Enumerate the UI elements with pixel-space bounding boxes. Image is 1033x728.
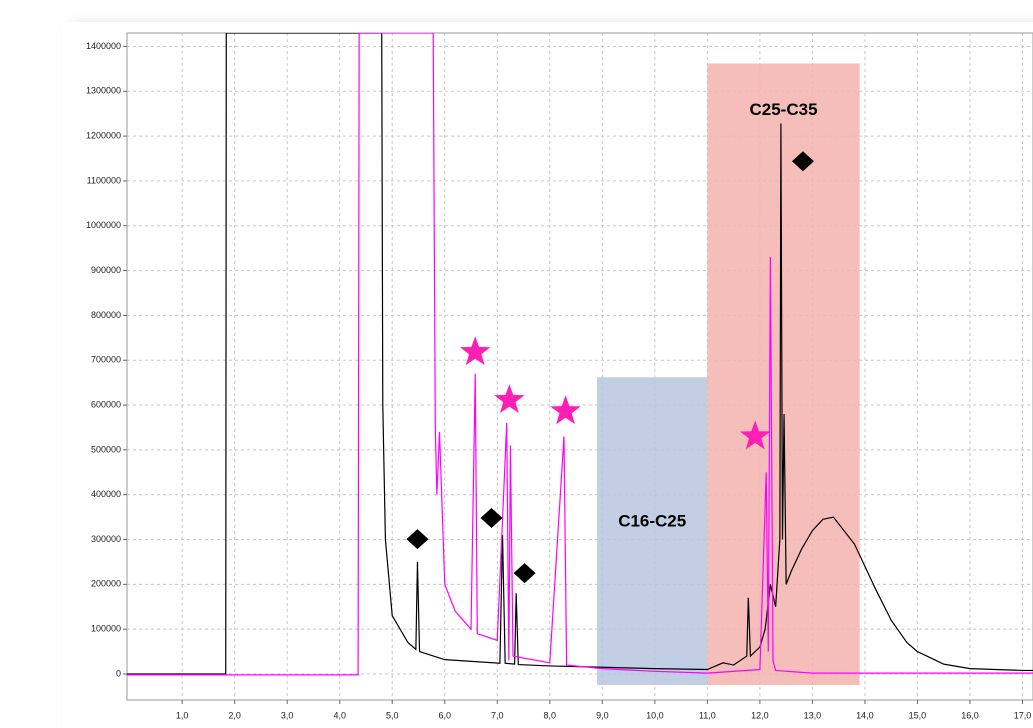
y-tick-label: 600000: [91, 399, 121, 409]
y-tick-label: 1200000: [86, 130, 121, 140]
region: [597, 377, 708, 685]
y-tick-label: 0: [116, 668, 121, 678]
series-line: [127, 33, 1033, 675]
plot-area: [126, 32, 1033, 701]
y-tick-label: 800000: [91, 310, 121, 320]
x-tick-label: 17,0: [1014, 710, 1032, 720]
y-tick-label: 1300000: [86, 86, 121, 96]
y-tick-label: 200000: [91, 579, 121, 589]
y-tick-label: 400000: [91, 489, 121, 499]
x-tick-label: 13,0: [804, 710, 822, 720]
diamond-marker: [791, 151, 814, 172]
region-label: C16-C25: [618, 512, 686, 531]
region: [707, 63, 860, 685]
x-tick-label: 15,0: [909, 710, 927, 720]
x-tick-label: 2,0: [228, 710, 241, 720]
diamond-marker: [480, 508, 503, 529]
x-tick-label: 11,0: [699, 710, 716, 720]
y-tick-label: 700000: [91, 355, 121, 365]
x-tick-label: 5,0: [386, 710, 399, 720]
axes: 0 100000 200000 300000 400000 500000 600000 700…: [86, 41, 1031, 721]
plot-back: [127, 33, 1033, 700]
x-tick-label: 6,0: [438, 710, 451, 720]
y-tick-label: 900000: [91, 265, 121, 275]
x-tick-label: 1,0: [176, 710, 189, 720]
series-line: [127, 33, 1033, 676]
star-marker: [739, 420, 771, 450]
region-label: C25-C35: [749, 100, 817, 119]
y-tick-label: 1400000: [86, 41, 121, 51]
x-tick-label: 8,0: [544, 710, 557, 720]
star-marker: [550, 395, 581, 425]
x-tick-label: 10,0: [646, 710, 664, 720]
star-marker: [494, 384, 525, 414]
y-tick-label: 1000000: [86, 220, 121, 230]
y-tick-label: 100000: [91, 624, 121, 634]
plot-front: C16-C25 C25-C35: [127, 33, 1033, 676]
x-tick-label: 4,0: [333, 710, 346, 720]
y-tick-label: 1100000: [87, 175, 121, 185]
x-tick-label: 7,0: [491, 710, 504, 720]
x-tick-label: 3,0: [281, 710, 294, 720]
diamond-marker: [406, 529, 429, 550]
y-tick-label: 300000: [91, 534, 121, 544]
x-tick-label: 14,0: [856, 710, 874, 720]
diamond-marker: [513, 563, 536, 584]
x-tick-label: 12,0: [751, 710, 769, 720]
x-tick-label: 9,0: [596, 710, 609, 720]
x-tick-label: 16,0: [961, 710, 979, 720]
star-marker: [460, 336, 491, 366]
y-tick-label: 500000: [91, 444, 121, 454]
